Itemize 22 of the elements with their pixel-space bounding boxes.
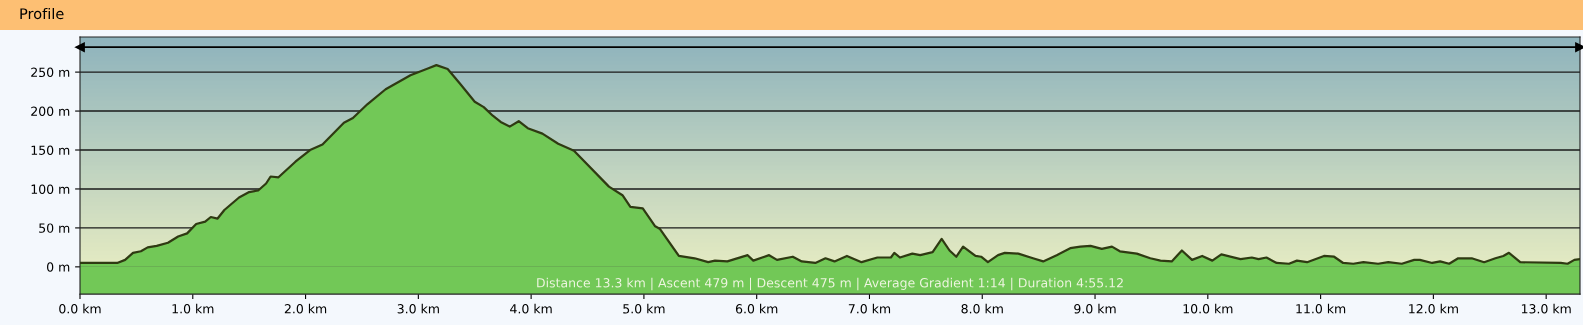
x-tick-label: 0.0 km bbox=[59, 303, 101, 314]
x-tick-label: 9.0 km bbox=[1074, 303, 1116, 314]
x-tick-label: 10.0 km bbox=[1183, 303, 1233, 314]
y-tick-label: 0 m bbox=[47, 262, 70, 272]
y-tick-label: 250 m bbox=[31, 67, 70, 78]
y-tick-label: 100 m bbox=[31, 184, 70, 194]
x-tick-label: 5.0 km bbox=[623, 303, 665, 314]
x-tick-label: 1.0 km bbox=[172, 303, 214, 314]
x-tick-label: 8.0 km bbox=[961, 303, 1003, 314]
x-tick-label: 6.0 km bbox=[735, 303, 778, 314]
x-tick-label: 2.0 km bbox=[284, 303, 327, 314]
x-tick-label: 12.0 km bbox=[1409, 303, 1458, 314]
annotation: Distance 13.3 km | Ascent 479 m | Descent 475 m | Average Gradient 1:14 | Duration 4:55.12 bbox=[537, 277, 1123, 291]
chart-title: Profile bbox=[20, 7, 64, 20]
y-tick-label: 200 m bbox=[31, 106, 70, 116]
x-tick-label: 7.0 km bbox=[848, 303, 891, 314]
x-tick-label: 11.0 km bbox=[1296, 303, 1346, 314]
x-tick-label: 13.0 km bbox=[1521, 303, 1571, 314]
x-tick-label: 4.0 km bbox=[510, 303, 552, 314]
y-tick-label: 150 m bbox=[31, 145, 70, 155]
y-tick-label: 50 m bbox=[39, 223, 70, 233]
x-tick-label: 3.0 km bbox=[397, 303, 439, 314]
